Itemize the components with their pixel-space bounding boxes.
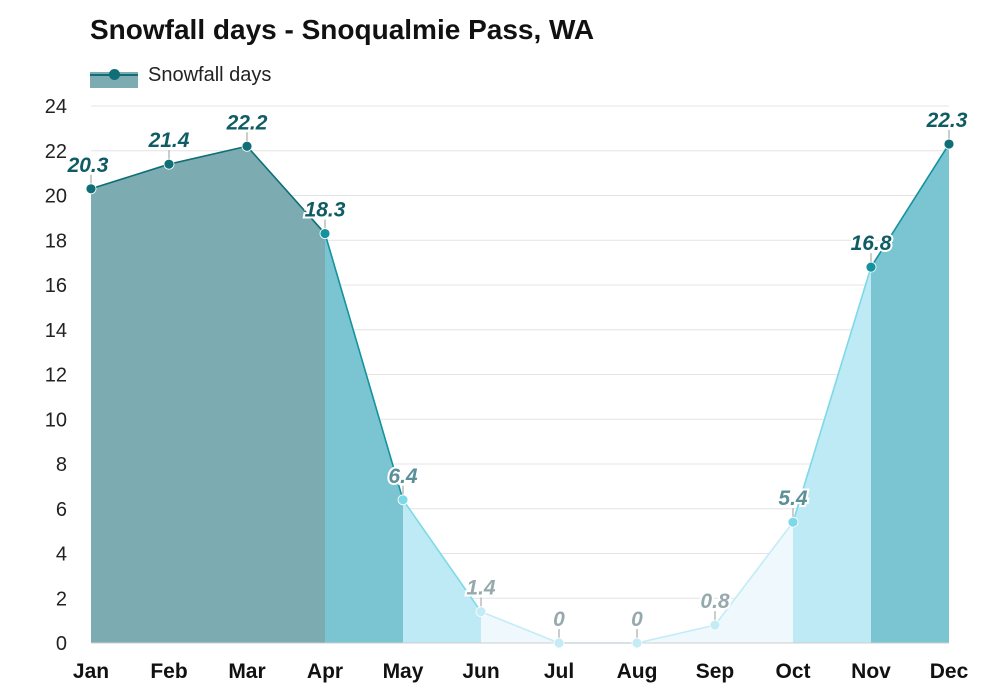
series-line-segment [792, 266, 872, 523]
x-tick-label: Oct [775, 660, 810, 683]
data-point [865, 261, 877, 273]
y-tick-label: 16 [45, 275, 67, 297]
data-label: 0 [553, 608, 565, 631]
area-segment [871, 144, 949, 643]
series-line-segment [480, 610, 560, 644]
data-point [319, 228, 331, 239]
data-label: 0.8 [700, 590, 730, 613]
y-tick-label: 2 [56, 588, 67, 610]
data-point [631, 637, 643, 649]
data-label: 6.4 [388, 465, 418, 488]
series-line-segment [402, 499, 482, 613]
data-point [475, 606, 487, 618]
area-segment [247, 146, 325, 643]
data-label: 22.3 [926, 109, 968, 132]
data-point [163, 158, 175, 170]
x-tick-label: Jan [73, 660, 109, 683]
chart-title: Snowfall days - Snoqualmie Pass, WA [90, 14, 595, 45]
legend-label: Snowfall days [148, 63, 272, 86]
y-tick-label: 24 [45, 96, 67, 118]
y-tick-label: 6 [56, 499, 67, 521]
area-segment [91, 164, 169, 644]
y-tick-label: 0 [56, 633, 67, 655]
area-segment [793, 267, 871, 643]
data-label: 16.8 [851, 232, 892, 255]
data-point [85, 183, 97, 195]
x-tick-label: Dec [930, 660, 969, 683]
x-tick-label: Aug [617, 660, 658, 683]
y-tick-label: 12 [45, 365, 67, 387]
data-label: 5.4 [778, 487, 808, 510]
data-point [709, 619, 721, 631]
series-line-segment [636, 624, 716, 644]
y-tick-label: 14 [45, 320, 67, 342]
legend-swatch [90, 62, 138, 88]
x-tick-label: Sep [696, 660, 735, 683]
y-tick-label: 10 [45, 409, 67, 431]
area-segment [715, 522, 793, 643]
series-line-segment [246, 145, 326, 235]
x-tick-label: Mar [228, 660, 265, 683]
data-point [241, 140, 253, 152]
series-line-segment [714, 521, 794, 626]
area-segment [169, 146, 247, 643]
x-tick-label: Feb [150, 660, 187, 683]
area-segment [403, 499, 481, 643]
x-tick-label: Jun [462, 660, 499, 683]
series-line-segment [324, 233, 404, 501]
y-tick-label: 4 [56, 544, 67, 566]
data-point [553, 637, 565, 649]
data-label: 18.3 [305, 199, 346, 222]
series-line-segment [90, 163, 170, 190]
data-label: 20.3 [67, 154, 109, 177]
data-label: 21.4 [148, 129, 190, 152]
x-tick-label: May [383, 660, 424, 683]
y-tick-label: 22 [45, 141, 67, 163]
series-line-segment [870, 143, 950, 268]
series-line-segment [168, 145, 248, 165]
x-tick-label: Apr [307, 660, 343, 683]
data-point [397, 494, 409, 506]
x-tick-label: Nov [851, 660, 891, 683]
y-tick-label: 18 [45, 230, 67, 252]
data-point [787, 516, 799, 528]
data-label: 0 [631, 608, 643, 631]
x-tick-label: Jul [544, 660, 574, 683]
data-label: 1.4 [466, 577, 496, 600]
y-tick-label: 8 [56, 454, 67, 476]
data-point [943, 138, 955, 150]
legend: Snowfall days [90, 62, 271, 88]
data-label: 22.2 [226, 111, 268, 134]
y-tick-label: 20 [45, 186, 67, 208]
area-segment [325, 233, 403, 643]
